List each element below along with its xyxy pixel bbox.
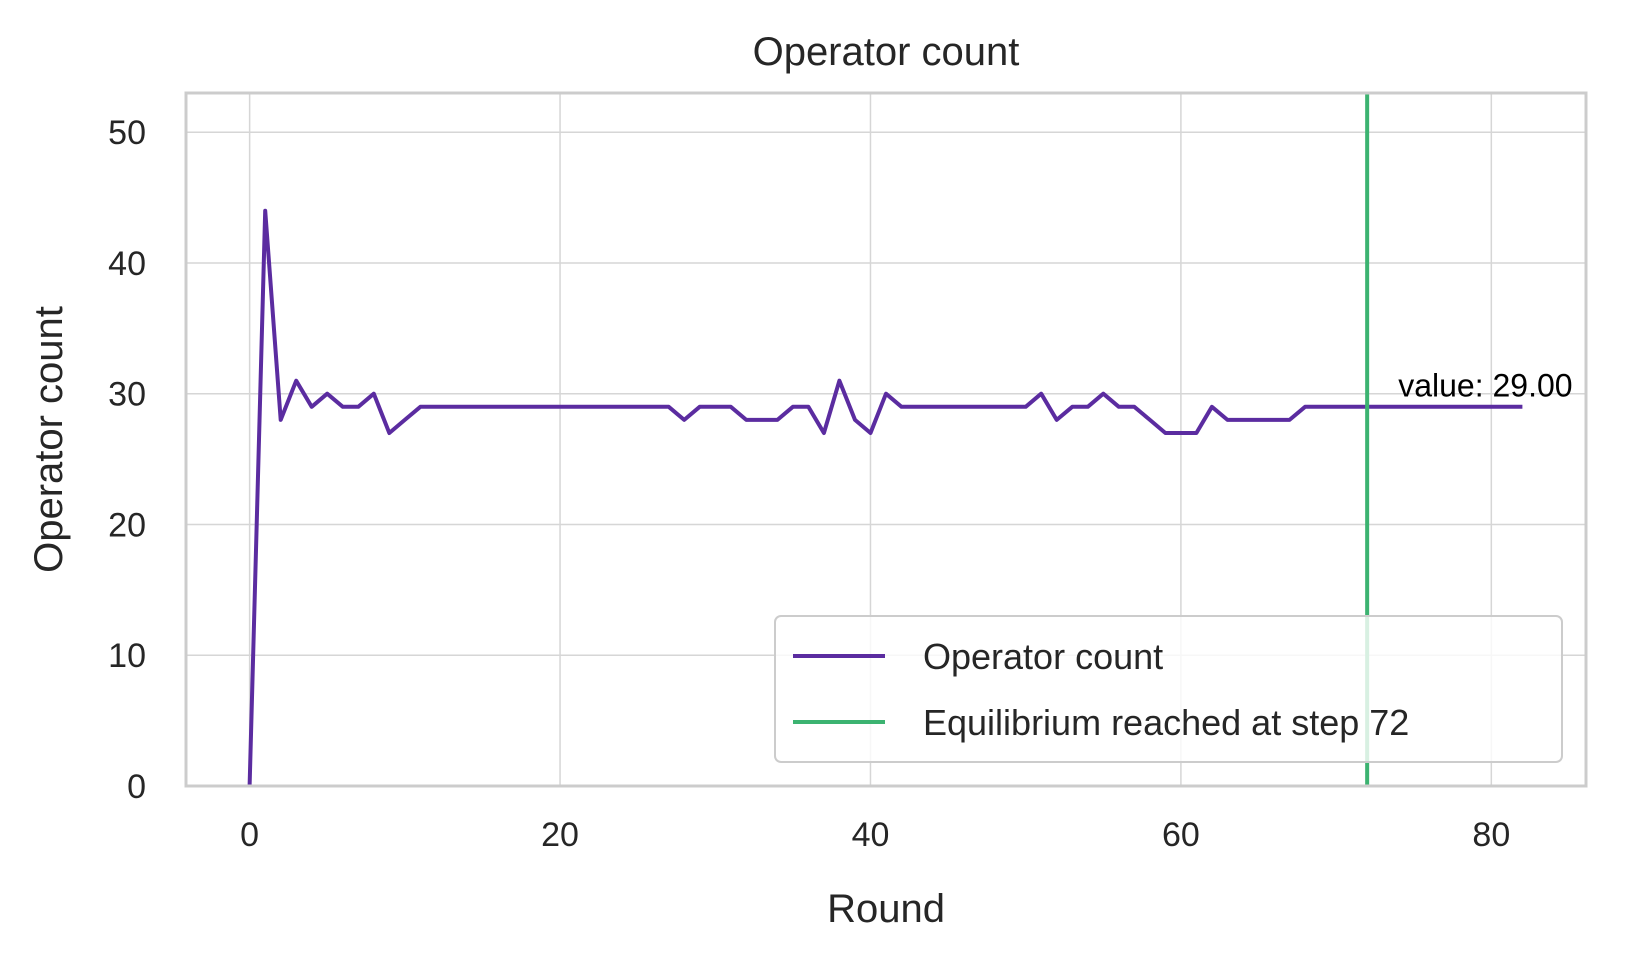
x-axis-label: Round	[827, 887, 945, 931]
series-line-operator-count	[247, 208, 1523, 787]
legend-entry-operator-count: Operator count	[923, 636, 1163, 677]
y-tick-label: 30	[108, 376, 146, 414]
value-annotation: value: 29.00	[1398, 367, 1572, 403]
plot-frame	[184, 91, 1588, 788]
y-tick-label: 40	[108, 245, 146, 283]
y-ticks: 0 10 20 30 40 50	[108, 114, 146, 806]
x-tick-label: 0	[240, 816, 259, 854]
legend-box	[774, 615, 1563, 763]
x-tick-label: 20	[541, 816, 579, 854]
y-tick-label: 0	[127, 768, 146, 806]
legend-entry-equilibrium: Equilibrium reached at step 72	[923, 702, 1409, 743]
x-tick-label: 60	[1162, 816, 1200, 854]
x-tick-label: 80	[1472, 816, 1510, 854]
y-tick-label: 20	[108, 506, 146, 544]
x-ticks: 0 20 40 60 80	[240, 816, 1510, 854]
x-tick-label: 40	[852, 816, 890, 854]
y-tick-label: 50	[108, 114, 146, 152]
legend: Operator count Equilibrium reached at st…	[774, 615, 1563, 763]
y-tick-label: 10	[108, 637, 146, 675]
chart-title: Operator count	[753, 30, 1020, 74]
y-axis-label: Operator count	[27, 306, 71, 573]
